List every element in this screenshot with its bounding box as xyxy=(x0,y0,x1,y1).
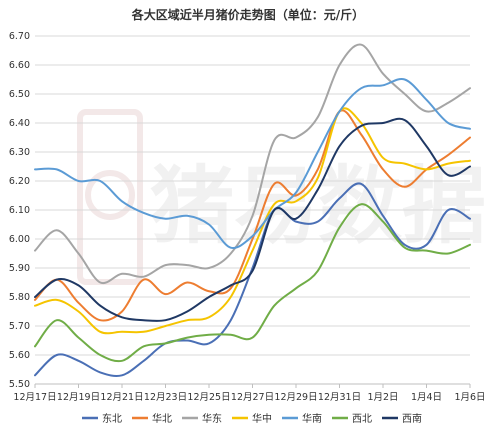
x-tick-label: 12月31日 xyxy=(318,392,361,403)
y-axis-ticks: 5.50 5.60 5.70 5.80 5.90 6.00 6.10 6.20 6.30 6.40… xyxy=(9,31,30,390)
chart-title: 各大区域近半月猪价走势图（单位：元/斤） xyxy=(131,7,364,22)
x-axis-ticks: 12月17日 12月19日 12月21日 12月23日 12月25日 12月27日 12月2… xyxy=(13,384,486,403)
y-tick-label: 6.40 xyxy=(9,118,30,129)
x-tick-label: 12月21日 xyxy=(100,392,143,403)
legend-label: 东北 xyxy=(102,412,122,425)
legend-label: 西南 xyxy=(402,412,422,425)
y-tick-label: 6.00 xyxy=(9,234,30,245)
gridlines xyxy=(35,35,470,385)
watermark-text: 猪易数据 xyxy=(150,157,486,255)
x-tick-label: 1月2日 xyxy=(367,392,398,403)
series-lines xyxy=(34,43,471,378)
legend: 东北 华北 华东 华中 华南 西北 西南 xyxy=(82,412,422,425)
watermark-logo-frame xyxy=(77,109,143,285)
series-line-1 xyxy=(34,182,471,378)
x-tick-label: 12月23日 xyxy=(144,392,187,403)
legend-label: 华北 xyxy=(152,412,172,425)
series-line-4 xyxy=(34,107,471,335)
y-tick-label: 5.70 xyxy=(9,321,30,332)
series-line-2 xyxy=(34,109,471,322)
series-line-7 xyxy=(34,117,471,322)
watermark-logo-circle xyxy=(85,170,135,220)
legend-label: 华中 xyxy=(252,412,272,425)
series-line-5 xyxy=(34,77,471,250)
legend-label: 西北 xyxy=(352,413,372,425)
y-tick-label: 5.50 xyxy=(9,379,30,390)
x-tick-label: 1月6日 xyxy=(454,392,485,403)
x-tick-label: 12月29日 xyxy=(274,392,317,403)
y-tick-label: 6.70 xyxy=(9,31,30,42)
x-tick-label: 1月4日 xyxy=(411,392,442,403)
legend-label: 华南 xyxy=(302,412,322,425)
watermark: 猪易数据 xyxy=(77,109,486,285)
x-tick-label: 12月19日 xyxy=(57,392,100,403)
y-tick-label: 6.10 xyxy=(9,205,30,216)
x-tick-label: 12月27日 xyxy=(231,392,274,403)
y-tick-label: 6.50 xyxy=(9,89,30,100)
y-tick-label: 6.20 xyxy=(9,176,30,187)
y-tick-label: 5.90 xyxy=(9,263,30,274)
y-tick-label: 5.80 xyxy=(9,292,30,303)
x-tick-label: 12月17日 xyxy=(13,392,56,403)
y-tick-label: 6.60 xyxy=(9,60,30,71)
series-line-3 xyxy=(34,43,471,285)
series-line-6 xyxy=(34,203,471,363)
x-tick-label: 12月25日 xyxy=(187,392,230,403)
legend-label: 华东 xyxy=(202,412,222,425)
y-tick-label: 5.60 xyxy=(9,350,30,361)
y-tick-label: 6.30 xyxy=(9,147,30,158)
